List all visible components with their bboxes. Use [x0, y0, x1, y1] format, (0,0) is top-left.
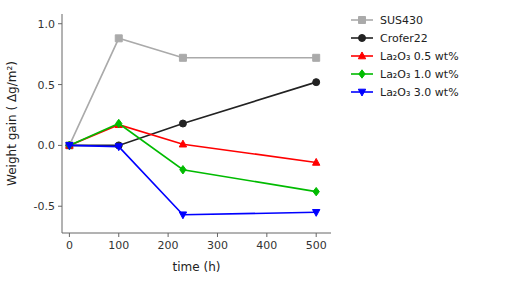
data-point	[313, 158, 320, 165]
data-point	[179, 140, 186, 147]
y-axis-line	[62, 14, 63, 233]
data-point	[66, 142, 73, 149]
y-axis-label: Weight gain ( Δg/m²)	[5, 61, 19, 186]
legend-label: La₂O₃ 1.0 wt%	[380, 68, 459, 81]
y-tick-label: 0.5	[38, 79, 56, 92]
data-point	[179, 212, 186, 219]
x-tick	[69, 233, 70, 237]
x-tick	[217, 233, 218, 237]
x-axis-label: time (h)	[173, 260, 221, 274]
y-tick	[58, 23, 62, 24]
series-line	[69, 145, 316, 214]
x-tick	[118, 233, 119, 237]
x-tick	[266, 233, 267, 237]
data-point	[66, 142, 73, 149]
legend-marker	[358, 52, 365, 59]
data-point	[179, 120, 186, 127]
series-line	[69, 124, 316, 192]
x-axis-line	[62, 233, 331, 234]
y-tick-label: 0.0	[38, 139, 56, 152]
y-tick	[58, 206, 62, 207]
data-point	[179, 54, 186, 61]
legend-label: Crofer22	[380, 32, 428, 45]
x-tick-label: 300	[207, 239, 228, 252]
data-point	[180, 166, 186, 174]
x-tick-label: 100	[108, 239, 129, 252]
plot-area	[66, 35, 320, 219]
data-point	[66, 143, 73, 150]
series-line	[69, 82, 316, 145]
legend-marker	[359, 35, 366, 42]
data-point	[313, 187, 319, 195]
data-point	[66, 141, 72, 149]
legend-label: La₂O₃ 3.0 wt%	[380, 86, 459, 99]
data-point	[313, 210, 320, 217]
data-point	[115, 35, 122, 42]
series-line	[69, 125, 316, 163]
x-tick	[316, 233, 317, 237]
x-tick-label: 0	[66, 239, 73, 252]
x-tick	[168, 233, 169, 237]
x-tick-label: 200	[158, 239, 179, 252]
data-point	[116, 119, 122, 127]
y-tick	[58, 84, 62, 85]
legend-label: La₂O₃ 0.5 wt%	[380, 50, 459, 63]
chart: 0 100 200 300 400 500 -0.5 0.0 0.5 1.0 time (h) Wei…	[0, 0, 531, 281]
x-tick-label: 400	[256, 239, 277, 252]
y-tick-label: -0.5	[34, 200, 55, 213]
x-tick-label: 500	[306, 239, 327, 252]
legend-marker	[358, 89, 365, 96]
legend-marker	[359, 70, 365, 78]
data-point	[313, 54, 320, 61]
y-tick	[58, 145, 62, 146]
legend-marker	[359, 17, 366, 24]
legend-label: SUS430	[380, 14, 423, 27]
data-point	[313, 79, 320, 86]
data-point	[115, 144, 122, 151]
y-tick-label: 1.0	[38, 18, 56, 31]
